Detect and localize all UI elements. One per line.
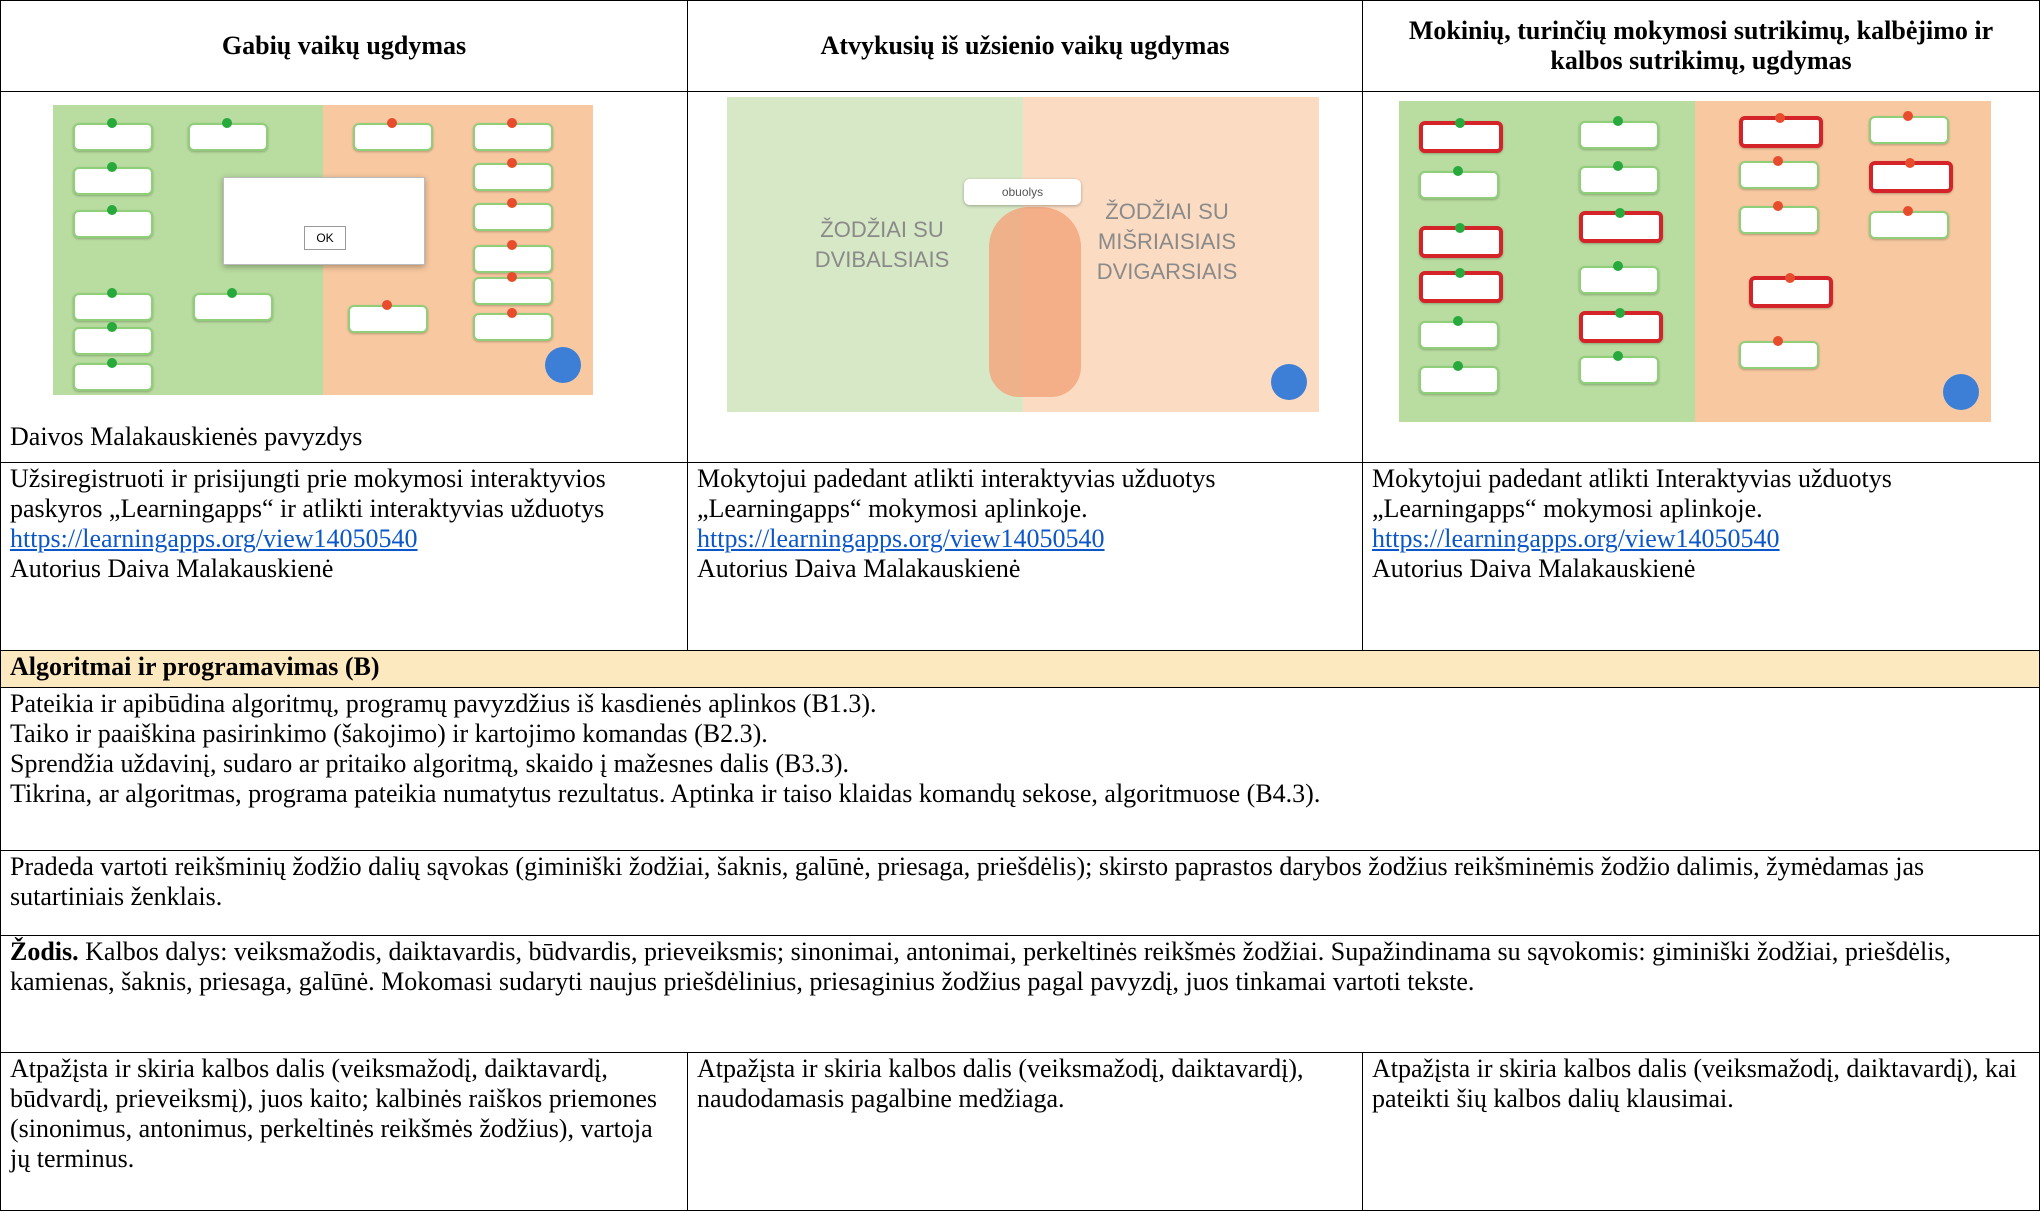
word-chip xyxy=(473,158,553,191)
word-chip xyxy=(1869,158,1953,193)
column-header: Mokinių, turinčių mokymosi sutrikimų, ka… xyxy=(1362,0,2040,92)
word-chip xyxy=(353,118,433,151)
word-cell: Žodis. Kalbos dalys: veiksmažodis, daikt… xyxy=(0,935,2040,1053)
description: Mokytojui padedant atlikti interaktyvias… xyxy=(697,464,1216,523)
word-chip xyxy=(73,205,153,238)
word-chip xyxy=(473,198,553,231)
description: Mokytojui padedant atlikti Interaktyvias… xyxy=(1372,464,1892,523)
level-cell: Atpažįsta ir skiria kalbos dalis (veiksm… xyxy=(1362,1052,2040,1211)
section-header: Algoritmai ir programavimas (B) xyxy=(0,650,2040,688)
author: Autorius Daiva Malakauskienė xyxy=(10,554,334,583)
word-chip xyxy=(348,300,428,333)
word-chip xyxy=(1579,308,1663,343)
description-cell: Užsiregistruoti ir prisijungti prie moky… xyxy=(0,462,688,651)
example-cell: OK Daivos Malakauskienės pavyzdys xyxy=(0,91,688,463)
word-chip xyxy=(473,308,553,341)
word-chip xyxy=(1419,118,1503,153)
outcome: Taiko ir paaiškina pasirinkimo (šakojimo… xyxy=(10,719,768,748)
word-chip xyxy=(1419,166,1499,199)
word-chip xyxy=(1419,316,1499,349)
word-chip xyxy=(73,288,153,321)
popup: OK xyxy=(223,177,425,265)
screenshot-label: ŽODŽIAI SU MIŠRIAISIAIS DVIGARSIAIS xyxy=(1096,199,1238,284)
word-chip xyxy=(193,288,273,321)
word-chip xyxy=(188,118,268,151)
word-chip xyxy=(1749,273,1833,308)
screenshot: ŽODŽIAI SU DVIBALSIAIS ŽODŽIAI SU MIŠRIA… xyxy=(727,97,1319,412)
word-chip xyxy=(1739,113,1823,148)
author: Autorius Daiva Malakauskienė xyxy=(697,554,1021,583)
word-lead: Žodis. xyxy=(10,937,79,966)
word-chip xyxy=(1869,206,1949,239)
outcome: Tikrina, ar algoritmas, programa pateiki… xyxy=(10,779,1321,808)
description: Užsiregistruoti ir prisijungti prie moky… xyxy=(10,464,606,523)
author: Autorius Daiva Malakauskienė xyxy=(1372,554,1696,583)
example-cell: ŽODŽIAI SU DVIBALSIAIS ŽODŽIAI SU MIŠRIA… xyxy=(687,91,1363,463)
outcome: Pateikia ir apibūdina algoritmų, program… xyxy=(10,689,877,718)
outcomes-cell: Pateikia ir apibūdina algoritmų, program… xyxy=(0,687,2040,851)
word-parts-cell: Pradeda vartoti reikšminių žodžio dalių … xyxy=(0,850,2040,936)
screenshot-chip: obuolys xyxy=(964,179,1081,205)
word-chip xyxy=(1739,336,1819,369)
word-chip xyxy=(73,358,153,391)
word-chip xyxy=(1579,116,1659,149)
popup-button: OK xyxy=(304,226,346,250)
word-chip xyxy=(73,162,153,195)
word-chip xyxy=(473,118,553,151)
caption: Daivos Malakauskienės pavyzdys xyxy=(10,422,363,451)
outcome: Sprendžia uždavinį, sudaro ar pritaiko a… xyxy=(10,749,849,778)
description-cell: Mokytojui padedant atlikti interaktyvias… xyxy=(687,462,1363,651)
link[interactable]: https://learningapps.org/view14050540 xyxy=(1372,524,1780,553)
link[interactable]: https://learningapps.org/view14050540 xyxy=(697,524,1105,553)
word-chip xyxy=(473,240,553,273)
word-chip xyxy=(473,272,553,305)
word-chip xyxy=(1579,161,1659,194)
word-chip xyxy=(1419,268,1503,303)
description-cell: Mokytojui padedant atlikti Interaktyvias… xyxy=(1362,462,2040,651)
example-cell xyxy=(1362,91,2040,463)
level-cell: Atpažįsta ir skiria kalbos dalis (veiksm… xyxy=(687,1052,1363,1211)
level-cell: Atpažįsta ir skiria kalbos dalis (veiksm… xyxy=(0,1052,688,1211)
word-chip xyxy=(1739,201,1819,234)
word-text: Kalbos dalys: veiksmažodis, daiktavardis… xyxy=(10,937,1952,996)
word-chip xyxy=(1739,156,1819,189)
word-chip xyxy=(1419,361,1499,394)
column-header: Gabių vaikų ugdymas xyxy=(0,0,688,92)
screenshot xyxy=(1399,101,1991,422)
screenshot-label: ŽODŽIAI SU DVIBALSIAIS xyxy=(814,217,950,272)
word-chip xyxy=(1579,261,1659,294)
word-chip xyxy=(1419,223,1503,258)
word-chip xyxy=(73,118,153,151)
word-chip xyxy=(1579,208,1663,243)
word-chip xyxy=(1869,111,1949,144)
screenshot: OK xyxy=(53,105,593,395)
column-header: Atvykusių iš užsienio vaikų ugdymas xyxy=(687,0,1363,92)
word-chip xyxy=(73,322,153,355)
word-chip xyxy=(1579,351,1659,384)
link[interactable]: https://learningapps.org/view14050540 xyxy=(10,524,418,553)
